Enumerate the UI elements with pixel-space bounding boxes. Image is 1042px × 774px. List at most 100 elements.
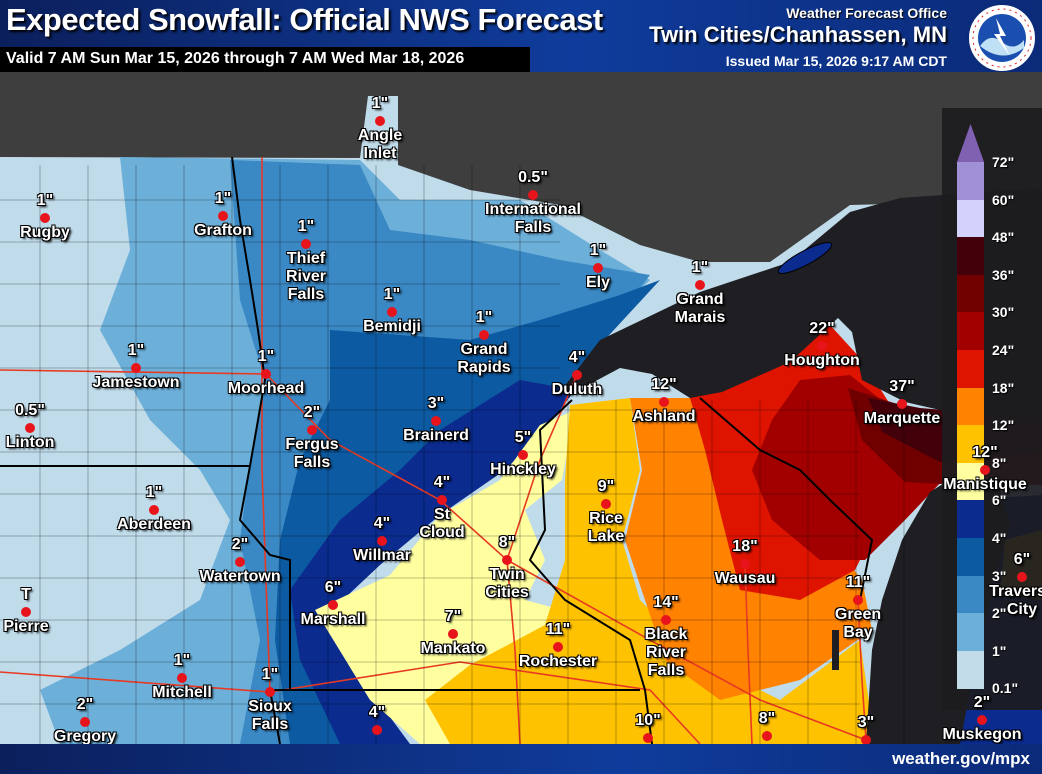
office-label: Weather Forecast Office — [786, 5, 947, 21]
issued-time: Issued Mar 15, 2026 9:17 AM CDT — [725, 53, 947, 69]
city-name: Watertown — [199, 568, 281, 585]
city-dot-icon — [377, 536, 387, 546]
lake-superior — [560, 188, 1042, 418]
snowfall-amount: 3" — [857, 714, 875, 731]
interstate-43 — [857, 599, 867, 741]
nd-mn-border — [231, 156, 267, 467]
snowfall-amount: 1" — [36, 192, 54, 209]
city-name: Wausau — [714, 570, 776, 587]
city-name: Sioux Falls — [248, 698, 292, 733]
city-dot-icon — [661, 615, 671, 625]
city-dot-icon — [301, 239, 311, 249]
legend-swatch — [957, 350, 984, 389]
city-name: Thief River Falls — [285, 250, 327, 303]
city-name: Black River Falls — [644, 626, 688, 679]
website-link[interactable]: weather.gov/mpx — [892, 749, 1030, 768]
legend-swatch — [957, 312, 984, 351]
city-name: Rice Lake — [587, 510, 625, 545]
state-borders — [0, 156, 874, 744]
legend-label: 72" — [992, 154, 1015, 170]
snowfall-amount: 1" — [383, 286, 401, 303]
snowfall-amount: 4" — [373, 515, 391, 532]
legend-swatch — [957, 575, 984, 614]
snowfall-amount: 14" — [653, 594, 679, 611]
city-dot-icon — [740, 559, 750, 569]
city-name: Aberdeen — [117, 516, 191, 533]
city-dot-icon — [980, 465, 990, 475]
legend-label: 8" — [992, 454, 1007, 471]
legend-arrow — [957, 124, 984, 162]
city-dot-icon — [762, 731, 772, 741]
header-banner: Expected Snowfall: Official NWS Forecast… — [0, 0, 1042, 73]
county-lines — [0, 165, 905, 744]
snowfall-amount: 11" — [845, 574, 871, 591]
legend-label: 30" — [992, 304, 1015, 321]
legend-swatch — [957, 425, 984, 464]
city-name: Grand Rapids — [457, 341, 511, 376]
city-dot-icon — [502, 555, 512, 565]
legend-label: 48" — [992, 229, 1015, 246]
city-name: Bemidji — [363, 318, 421, 335]
city-dot-icon — [149, 505, 159, 515]
legend-swatch — [957, 462, 984, 501]
city-dot-icon — [431, 416, 441, 426]
snow-band-3-4 — [275, 280, 660, 744]
city-dot-icon — [553, 642, 563, 652]
valid-period-bar — [0, 47, 530, 72]
snowfall-amount: 1" — [214, 190, 232, 207]
city-name: Brainerd — [403, 427, 469, 444]
snowfall-amount: T — [21, 586, 31, 603]
city-name: Ely — [585, 274, 611, 291]
city-dot-icon — [643, 733, 653, 743]
city-dot-icon — [328, 600, 338, 610]
city-dot-icon — [177, 673, 187, 683]
city-name: Fergus Falls — [285, 436, 339, 471]
city-dot-icon — [235, 557, 245, 567]
city-dot-icon — [437, 495, 447, 505]
city-dot-icon — [21, 607, 31, 617]
snowfall-amount: 1" — [475, 309, 493, 326]
legend-label: 12" — [992, 417, 1015, 434]
city-dot-icon — [897, 399, 907, 409]
snowfall-amount: 9" — [597, 478, 615, 495]
city-dot-icon — [695, 280, 705, 290]
snowfall-amount: 1" — [261, 666, 279, 683]
snowfall-amount: 0.5" — [15, 402, 45, 419]
snowfall-amount: 2" — [973, 694, 991, 711]
city-dot-icon — [861, 735, 871, 745]
snowfall-amount: 22" — [809, 320, 835, 337]
city-dot-icon — [518, 450, 528, 460]
office-name: Twin Cities/Chanhassen, MN — [649, 22, 947, 47]
legend-label: 24" — [992, 342, 1015, 358]
snowfall-amount: 11" — [545, 621, 571, 638]
snowfall-amount: 8" — [758, 710, 776, 727]
snowfall-amount: 12" — [651, 376, 677, 393]
city-name: Grafton — [194, 222, 252, 239]
city-name: Linton — [5, 434, 55, 451]
city-name: Duluth — [551, 381, 603, 398]
city-name: Rugby — [20, 224, 70, 241]
city-name: Marshall — [300, 611, 366, 628]
city-dot-icon — [265, 687, 275, 697]
city-dot-icon — [479, 330, 489, 340]
city-dot-icon — [375, 116, 385, 126]
city-name: Angle Inlet — [357, 127, 403, 162]
footer-banner: weather.gov/mpx — [0, 744, 1042, 774]
snowfall-amount: 2" — [76, 696, 94, 713]
city-dot-icon — [131, 363, 141, 373]
isle-royale — [777, 242, 833, 274]
interstates — [0, 157, 867, 744]
legend-label: 4" — [992, 530, 1007, 546]
legend-swatch — [957, 274, 984, 313]
snowfall-amount: 7" — [444, 608, 462, 625]
snowfall-amount: 1" — [257, 348, 275, 365]
city-name: Ashland — [632, 408, 696, 425]
city-name: Hinckley — [490, 461, 556, 478]
snowfall-amount: 18" — [732, 538, 758, 555]
city-name: Marquette — [863, 410, 941, 427]
legend-label: 60" — [992, 191, 1015, 208]
wi-mi-border — [699, 397, 874, 601]
city-dot-icon — [572, 370, 582, 380]
city-dot-icon — [372, 725, 382, 735]
snowfall-amount: 1" — [145, 484, 163, 501]
